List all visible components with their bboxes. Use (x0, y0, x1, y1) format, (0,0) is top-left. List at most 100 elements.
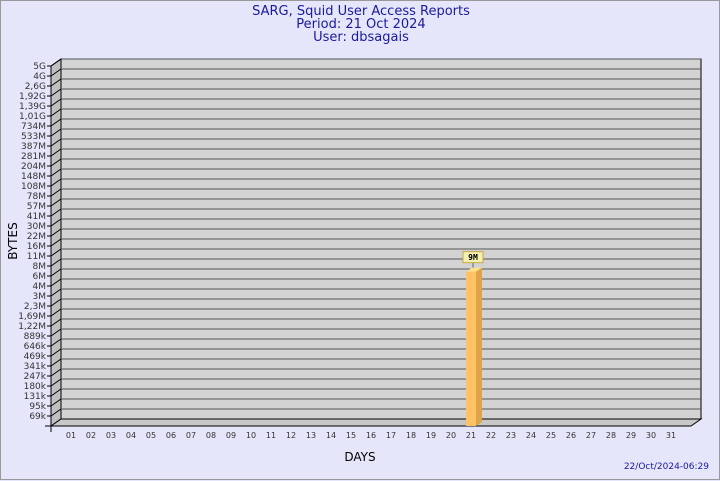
y-tick-label: 41M (27, 212, 46, 222)
x-tick-label: 03 (106, 431, 116, 440)
x-tick-label: 29 (626, 431, 636, 440)
y-tick-label: 469k (24, 352, 47, 362)
bar-top (466, 267, 482, 272)
y-tick-wall (50, 288, 62, 297)
data-label-box (462, 251, 484, 264)
y-tick-label: 6M (33, 272, 47, 282)
y-axis-label: BYTES (6, 222, 20, 259)
x-tick-label: 20 (446, 431, 456, 440)
x-tick-label: 10 (246, 431, 256, 440)
y-tick-wall (50, 218, 62, 227)
x-tick-label: 18 (406, 431, 416, 440)
y-tick-wall (50, 148, 62, 157)
y-tick-wall (50, 238, 62, 247)
y-tick-label: 16M (27, 242, 46, 252)
x-tick-label: 07 (186, 431, 196, 440)
y-tick-wall (50, 258, 62, 267)
y-tick-wall (50, 378, 62, 387)
y-tick-wall (50, 228, 62, 237)
x-tick-label: 17 (386, 431, 396, 440)
x-axis-label: DAYS (344, 450, 375, 464)
x-tick-label: 21 (466, 431, 476, 440)
y-tick-wall (50, 98, 62, 107)
x-tick-label: 23 (506, 431, 516, 440)
y-tick-label: 69k (29, 412, 46, 422)
y-tick-wall (50, 78, 62, 87)
y-tick-label: 148M (21, 172, 46, 182)
y-tick-label: 4G (33, 72, 46, 82)
y-tick-wall (50, 358, 62, 367)
x-tick-label: 12 (286, 431, 296, 440)
y-tick-label: 1,92G (19, 92, 46, 102)
y-tick-wall (50, 268, 62, 277)
x-tick-label: 15 (346, 431, 356, 440)
floor (49, 418, 703, 427)
y-tick-label: 734M (21, 122, 46, 132)
y-tick-label: 22M (27, 232, 46, 242)
x-tick-label: 19 (426, 431, 436, 440)
x-tick-label: 28 (606, 431, 616, 440)
y-tick-wall (50, 188, 62, 197)
y-tick-wall (50, 208, 62, 217)
x-tick-label: 26 (566, 431, 576, 440)
y-tick-label: 281M (21, 152, 46, 162)
y-tick-label: 1,69M (18, 312, 46, 322)
y-tick-label: 2,6G (25, 82, 46, 92)
y-tick-wall (50, 128, 62, 137)
chart-subtitle-period: Period: 21 Oct 2024 (296, 17, 426, 32)
y-tick-wall (50, 338, 62, 347)
y-tick-wall (50, 68, 62, 77)
bar-side (476, 267, 482, 426)
y-tick-label: 11M (27, 252, 46, 262)
y-tick-label: 387M (21, 142, 46, 152)
y-tick-wall (50, 158, 62, 167)
y-tick-wall (50, 298, 62, 307)
y-tick-label: 646k (24, 342, 47, 352)
y-tick-wall (50, 118, 62, 127)
y-tick-wall (50, 398, 62, 407)
y-tick-label: 247k (24, 372, 47, 382)
y-tick-wall (50, 88, 62, 97)
x-tick-label: 08 (206, 431, 216, 440)
y-tick-label: 108M (21, 182, 46, 192)
x-tick-label: 04 (126, 431, 136, 440)
y-tick-wall (50, 328, 62, 337)
y-tick-label: 30M (27, 222, 46, 232)
y-tick-wall (50, 58, 62, 67)
y-tick-wall (50, 408, 62, 417)
x-tick-label: 27 (586, 431, 596, 440)
x-tick-label: 01 (66, 431, 76, 440)
y-tick-wall (50, 108, 62, 117)
y-tick-label: 57M (27, 202, 46, 212)
x-tick-label: 16 (366, 431, 376, 440)
y-tick-wall (50, 318, 62, 327)
y-tick-wall (50, 168, 62, 177)
y-tick-label: 8M (33, 262, 47, 272)
y-tick-wall (50, 388, 62, 397)
y-tick-wall (50, 248, 62, 257)
y-tick-label: 341k (24, 362, 47, 372)
y-tick-wall (50, 198, 62, 207)
y-tick-label: 4M (33, 282, 47, 292)
y-tick-wall (50, 138, 62, 147)
x-tick-label: 22 (486, 431, 496, 440)
y-tick-label: 180k (24, 382, 47, 392)
x-tick-label: 05 (146, 431, 156, 440)
y-tick-label: 1,22M (18, 322, 46, 332)
y-tick-wall (50, 178, 62, 187)
bar (466, 271, 476, 426)
x-tick-label: 09 (226, 431, 236, 440)
x-tick-label: 30 (646, 431, 656, 440)
y-tick-label: 131k (24, 392, 47, 402)
x-tick-label: 25 (546, 431, 556, 440)
y-tick-wall (50, 348, 62, 357)
y-tick-label: 204M (21, 162, 46, 172)
x-tick-label: 02 (86, 431, 96, 440)
y-tick-label: 95k (29, 402, 46, 412)
y-tick-label: 889k (24, 332, 47, 342)
x-tick-label: 14 (326, 431, 336, 440)
x-tick-label: 24 (526, 431, 536, 440)
x-tick-label: 31 (666, 431, 676, 440)
